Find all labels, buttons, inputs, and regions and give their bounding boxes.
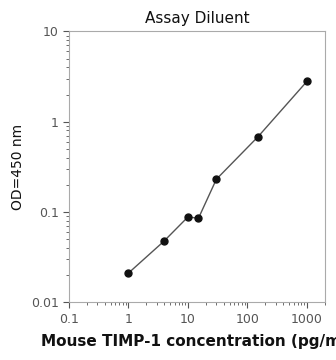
Y-axis label: OD=450 nm: OD=450 nm: [11, 124, 25, 210]
X-axis label: Mouse TIMP-1 concentration (pg/ml): Mouse TIMP-1 concentration (pg/ml): [41, 334, 336, 349]
Title: Assay Diluent: Assay Diluent: [144, 11, 249, 26]
